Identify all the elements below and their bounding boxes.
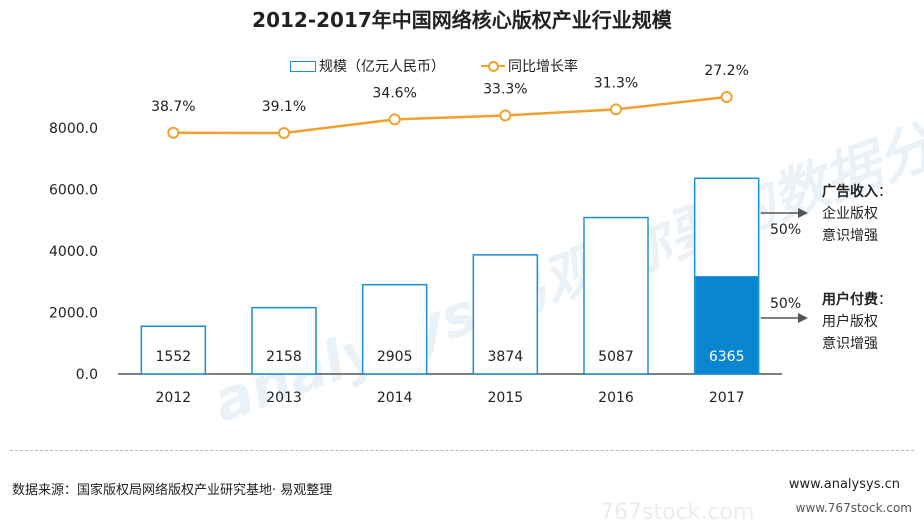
site-url: www.analysys.cn <box>788 477 900 492</box>
ad-revenue-title: 广告收入 <box>822 184 878 200</box>
growth-rate-label: 31.3% <box>594 75 638 91</box>
bar-2017-user-payment-segment <box>695 276 758 374</box>
data-source: 数据来源：国家版权局网络版权产业研究基地· 易观整理 <box>12 483 333 498</box>
ad-revenue-colon: ： <box>878 184 892 200</box>
bar-2015 <box>472 254 539 375</box>
growth-rate-label: 39.1% <box>262 99 306 115</box>
y-tick-label: 0.0 <box>76 367 98 383</box>
legend-bar-swatch <box>290 60 316 72</box>
growth-rate-label: 34.6% <box>372 85 416 101</box>
bar-2016 <box>583 216 649 375</box>
user-payment-line1: 用户版权 <box>822 314 878 330</box>
y-tick-label: 6000.0 <box>49 183 98 199</box>
user-payment-title: 用户付费 <box>822 292 878 308</box>
y-tick-label: 8000.0 <box>49 121 98 137</box>
bar-2013 <box>251 306 317 375</box>
ad-revenue-line1: 企业版权 <box>822 206 878 222</box>
growth-rate-point <box>388 113 401 126</box>
bar-value-label: 5087 <box>598 349 634 365</box>
user-payment-colon: ： <box>878 292 892 308</box>
growth-rate-point <box>278 127 290 139</box>
x-tick-label: 2015 <box>488 390 524 406</box>
user-share-pct: 50% <box>770 296 802 312</box>
x-tick-label: 2013 <box>266 390 302 406</box>
stock-watermark: www.767stock.com <box>795 501 912 515</box>
bar-value-label: 2905 <box>377 349 413 365</box>
bar-value-label: 6365 <box>709 349 745 365</box>
x-tick-label: 2016 <box>598 390 634 406</box>
x-tick-label: 2014 <box>377 390 413 406</box>
bar-value-label: 3874 <box>488 349 524 365</box>
growth-rate-label: 38.7% <box>151 99 195 115</box>
growth-rate-point <box>610 103 622 116</box>
y-tick-label: 2000.0 <box>49 306 98 322</box>
chart-title: 2012-2017年中国网络核心版权产业行业规模 <box>252 8 672 32</box>
growth-rate-line <box>173 95 727 135</box>
legend-line-label: 同比增长率 <box>508 59 578 75</box>
growth-rate-point <box>720 91 733 103</box>
ad-revenue-annotation: 广告收入： 企业版权 意识增强 <box>822 181 892 247</box>
bar-value-label: 1552 <box>156 349 192 365</box>
arrow-head <box>798 313 808 323</box>
chart-canvas: 0.0 2000.0 4000.0 6000.0 8000.0 1552 2012 2158 2… <box>49 63 808 406</box>
x-tick-label: 2017 <box>709 390 745 406</box>
stock-watermark-large: 767stock.com <box>600 500 755 525</box>
legend-line-swatch <box>481 60 505 72</box>
legend-bar-label: 规模（亿元人民币） <box>319 59 445 75</box>
ad-revenue-line2: 意识增强 <box>822 228 878 244</box>
growth-rate-label: 27.2% <box>704 63 748 79</box>
x-tick-label: 2012 <box>156 390 192 406</box>
y-tick-label: 4000.0 <box>49 244 98 260</box>
bar-value-label: 2158 <box>266 349 302 365</box>
footer-divider <box>10 450 914 451</box>
ad-share-pct: 50% <box>770 222 802 238</box>
growth-rate-point <box>167 126 180 139</box>
user-payment-annotation: 用户付费： 用户版权 意识增强 <box>822 289 892 355</box>
user-payment-line2: 意识增强 <box>822 336 878 352</box>
arrow-head <box>798 208 808 218</box>
growth-rate-point <box>499 109 512 122</box>
chart-legend: 规模（亿元人民币） 同比增长率 <box>290 56 578 76</box>
growth-rate-label: 33.3% <box>483 81 527 97</box>
bar-2014 <box>361 283 428 375</box>
bar-2012 <box>140 325 207 375</box>
